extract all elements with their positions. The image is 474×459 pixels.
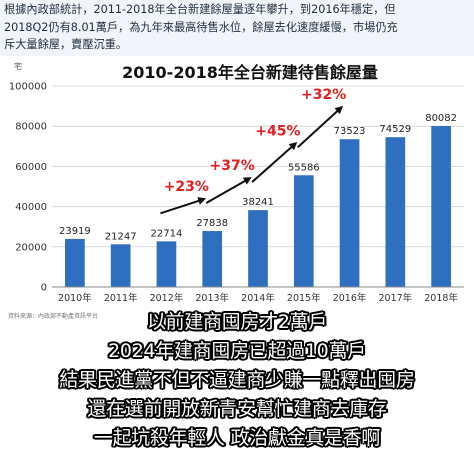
x-tick-label: 2017年 [378, 292, 412, 304]
x-tick-label: 2010年 [58, 292, 92, 304]
y-tick-label: 0 [41, 283, 47, 294]
bar [248, 210, 268, 287]
y-tick-label: 80000 [15, 122, 47, 133]
data-label: 80082 [425, 113, 457, 124]
data-label: 27838 [196, 218, 228, 229]
caption-line: 還在選前開放新青安幫忙建商去庫存 [87, 398, 387, 420]
data-label: 22714 [151, 228, 183, 239]
data-label: 55586 [288, 162, 320, 173]
growth-arrow [297, 105, 344, 149]
growth-label: +32% [301, 87, 346, 103]
growth-arrow [205, 177, 252, 204]
x-tick-label: 2011年 [104, 292, 138, 304]
x-tick-label: 2014年 [241, 292, 275, 304]
growth-arrow [251, 141, 298, 183]
bars [65, 126, 451, 287]
intro-line: 根據內政部統計，2011-2018年全台新建餘屋量逐年攀升，到2016年穩定，但 [4, 3, 396, 16]
data-label: 38241 [242, 197, 274, 208]
axes: 0 20000 40000 60000 80000 100000 23919 2010年 212… [9, 82, 464, 304]
bar [293, 175, 314, 287]
y-tick-label: 20000 [15, 242, 47, 253]
data-label: 23919 [59, 226, 91, 237]
overlay-caption: 以前建商囤房才2萬戶 2024年建商囤房已超過10萬戶 結果民進黨不但不逼建商少… [0, 308, 474, 453]
growth-label: +45% [255, 123, 300, 139]
caption-line: 2024年建商囤房已超過10萬戶 [108, 340, 366, 362]
caption-line: 以前建商囤房才2萬戶 [146, 311, 328, 333]
data-label: 74529 [379, 124, 411, 135]
y-axis-unit-label: 宅 [14, 61, 22, 71]
bar [431, 126, 451, 287]
growth-annotations: +23%+37% +45% +32% [160, 87, 346, 215]
y-tick-label: 40000 [15, 202, 47, 213]
bar [65, 238, 85, 287]
bar [202, 231, 223, 287]
x-tick-label: 2016年 [333, 292, 367, 304]
data-label: 73523 [334, 126, 366, 137]
data-label: 21247 [105, 231, 137, 242]
x-tick-label: 2013年 [195, 292, 229, 304]
growth-arrow [160, 197, 207, 215]
y-tick-label: 100000 [9, 82, 47, 93]
bar [339, 139, 360, 287]
bar [156, 241, 177, 287]
caption-line: 一起坑殺年輕人 政治獻金真是香啊 [93, 427, 381, 449]
intro-line: 2018Q2仍有8.01萬戶，為九年來最高待售水位，餘屋去化速度緩慢，市場仍充 [4, 20, 398, 34]
bar [385, 137, 406, 287]
bar-chart: 0 20000 40000 60000 80000 100000 23919 2010年 212… [8, 61, 464, 320]
chart-title: 2010-2018年全台新建待售餘屋量 [122, 63, 378, 82]
x-tick-label: 2012年 [150, 292, 184, 304]
x-tick-label: 2018年 [424, 292, 458, 304]
growth-label: +37% [209, 158, 254, 174]
x-tick-label: 2015年 [287, 292, 321, 304]
growth-label: +23% [164, 179, 209, 195]
intro-paragraph: 根據內政部統計，2011-2018年全台新建餘屋量逐年攀升，到2016年穩定，但… [0, 0, 474, 56]
y-tick-label: 60000 [15, 162, 47, 173]
chart-panel: 0 20000 40000 60000 80000 100000 23919 2010年 212… [0, 56, 474, 326]
intro-line: 斥大量餘屋，賣壓沉重。 [4, 38, 128, 51]
caption-line: 結果民進黨不但不逼建商少賺一點釋出囤房 [59, 369, 415, 391]
bar [110, 244, 131, 287]
source-note: 資料來源：內政部不動產資訊平台 [8, 312, 98, 320]
